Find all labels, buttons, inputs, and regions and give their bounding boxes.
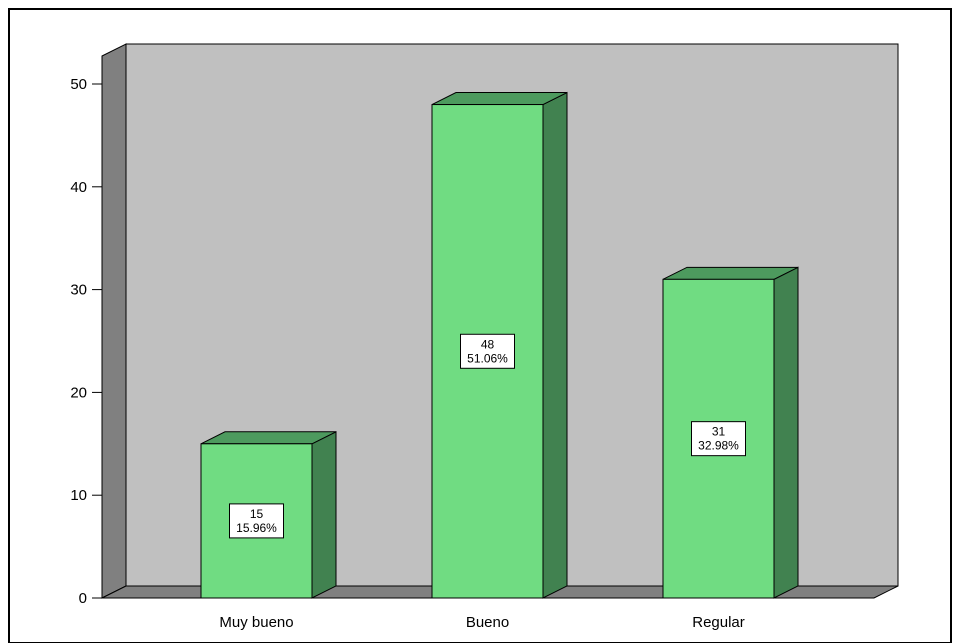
y-tick-label: 20 — [70, 384, 87, 401]
data-label-percent: 51.06% — [467, 351, 508, 365]
x-category-label: Regular — [692, 614, 745, 631]
side-wall — [101, 43, 127, 599]
bar-top — [200, 431, 337, 445]
data-label-box — [691, 421, 746, 457]
y-tick-label: 50 — [70, 76, 87, 93]
data-label-percent: 15.96% — [236, 521, 277, 535]
y-tick-label: 30 — [70, 282, 87, 299]
data-label-value: 48 — [481, 337, 495, 351]
x-axis: Muy bueno Bueno Regular — [102, 597, 874, 631]
y-axis: 0 10 20 30 40 50 — [70, 56, 103, 607]
bar-side — [773, 266, 799, 599]
data-label-box — [229, 503, 284, 539]
x-category-label: Bueno — [466, 614, 509, 631]
y-tick-label: 40 — [70, 179, 87, 196]
bar-top — [431, 92, 568, 106]
bar-side — [311, 430, 337, 599]
data-label-box — [460, 333, 515, 369]
bar-side — [542, 91, 568, 599]
data-label-percent: 32.98% — [698, 439, 739, 453]
data-label-value: 15 — [250, 507, 264, 521]
y-tick-label: 0 — [79, 590, 87, 607]
data-label-value: 31 — [712, 425, 726, 439]
bar-top — [662, 266, 799, 280]
y-tick-label: 10 — [70, 487, 87, 504]
x-category-label: Muy bueno — [219, 614, 293, 631]
